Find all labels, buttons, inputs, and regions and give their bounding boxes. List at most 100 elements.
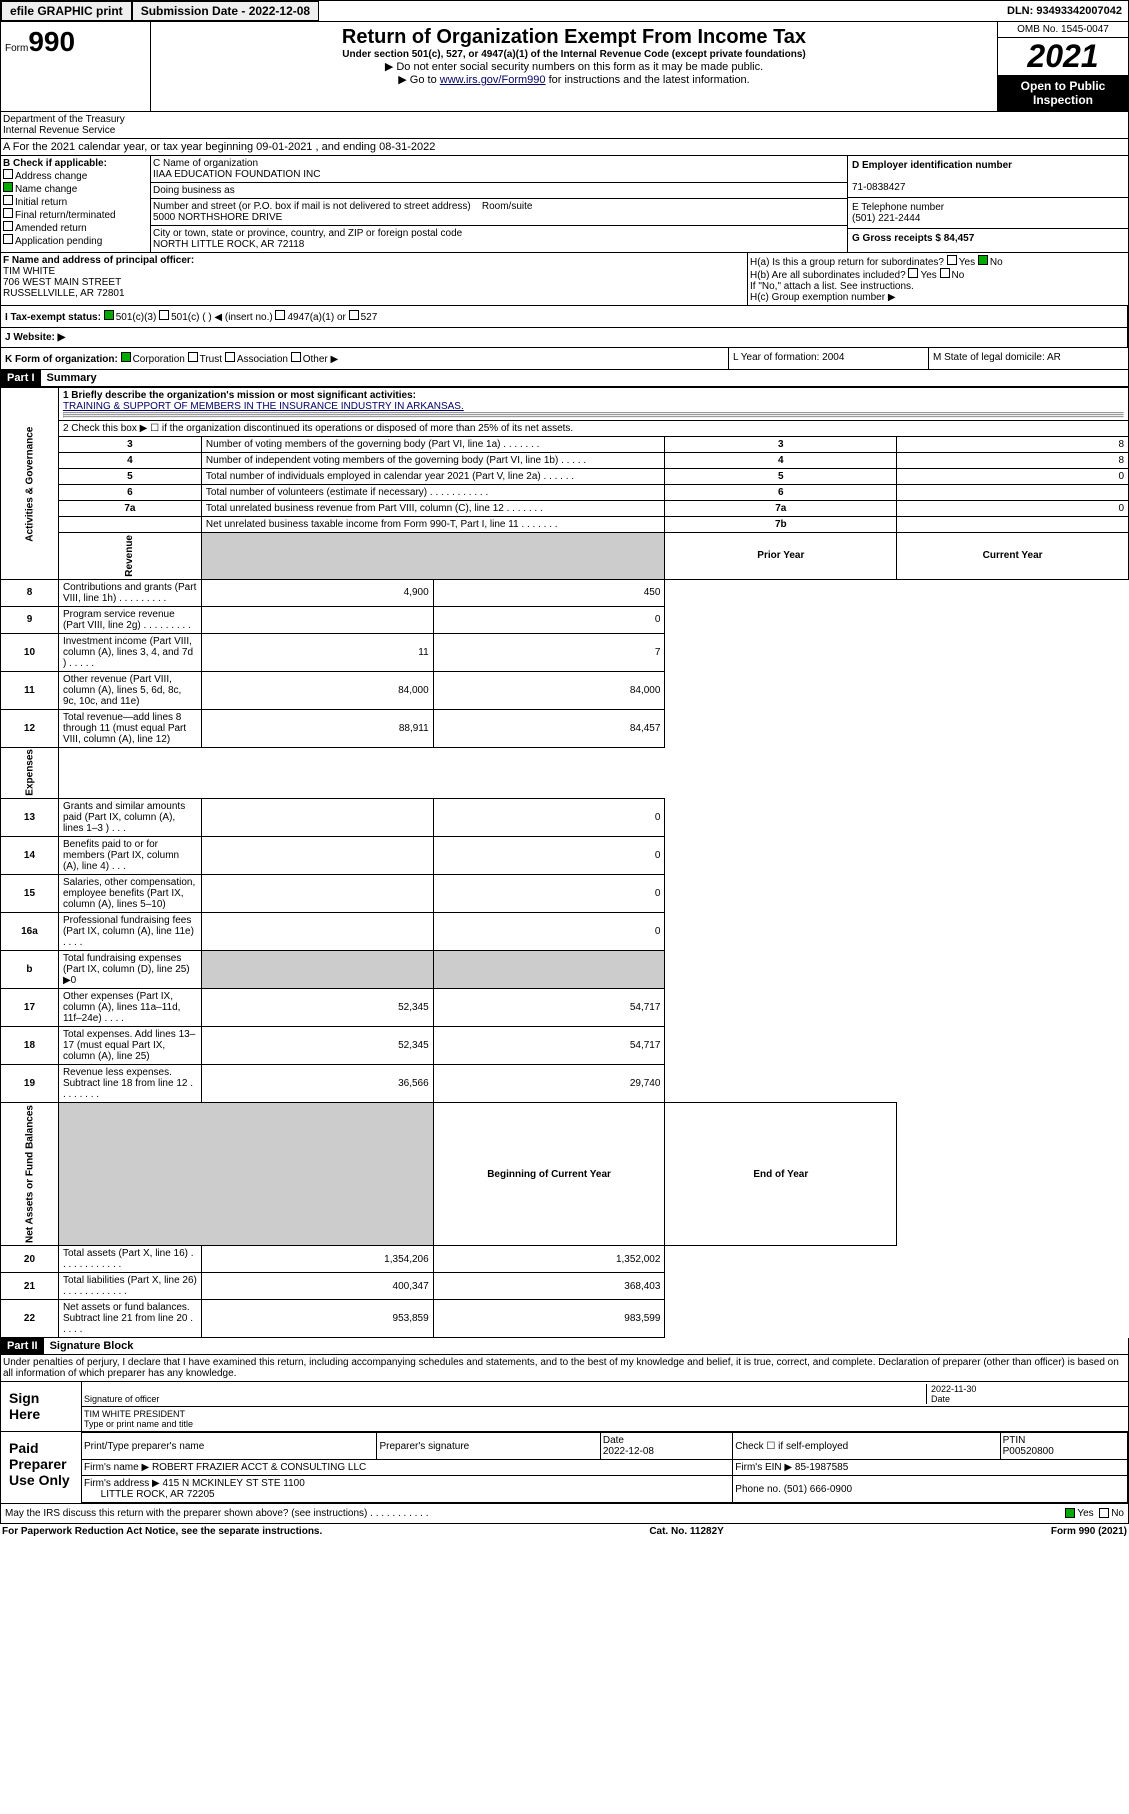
officer-addr1: 706 WEST MAIN STREET [3, 277, 121, 288]
dept-row: Department of the TreasuryInternal Reven… [0, 112, 1129, 139]
checkbox-501c[interactable] [159, 310, 169, 320]
part2-badge: Part II [1, 1338, 44, 1354]
org-name: IIAA EDUCATION FOUNDATION INC [153, 169, 320, 180]
sign-here-label: Sign Here [1, 1382, 81, 1431]
expense-row: 18Total expenses. Add lines 13–17 (must … [1, 1027, 1129, 1065]
section-f: F Name and address of principal officer:… [1, 253, 748, 305]
net-row: 21Total liabilities (Part X, line 26) . … [1, 1273, 1129, 1300]
form-header: Form990 Return of Organization Exempt Fr… [0, 22, 1129, 112]
end-year-hdr: End of Year [665, 1103, 897, 1246]
sig-date: 2022-11-30 [931, 1384, 976, 1394]
summary-row: 3Number of voting members of the governi… [1, 437, 1129, 453]
checkbox-discuss-no[interactable] [1099, 1508, 1109, 1518]
part1-badge: Part I [1, 370, 41, 386]
prep-name-label: Print/Type preparer's name [82, 1433, 377, 1460]
checkbox-assoc[interactable] [225, 352, 235, 362]
revenue-row: 10Investment income (Part VIII, column (… [1, 633, 1129, 671]
efile-button[interactable]: efile GRAPHIC print [1, 1, 132, 21]
expense-row: 16aProfessional fundraising fees (Part I… [1, 913, 1129, 951]
hb-label: H(b) Are all subordinates included? [750, 270, 906, 281]
section-fh: F Name and address of principal officer:… [0, 253, 1129, 306]
org-city: NORTH LITTLE ROCK, AR 72118 [153, 239, 304, 250]
section-d: D Employer identification number71-08384… [848, 156, 1128, 198]
firm-name: Firm's name ▶ ROBERT FRAZIER ACCT & CONS… [82, 1460, 733, 1476]
summary-row: 7aTotal unrelated business revenue from … [1, 501, 1129, 517]
checkbox-final-return[interactable] [3, 208, 13, 218]
firm-ein: Firm's EIN ▶ 85-1987585 [733, 1460, 1128, 1476]
checkbox-501c3[interactable] [104, 310, 114, 320]
footer-mid: Cat. No. 11282Y [649, 1526, 723, 1537]
hc-label: H(c) Group exemption number ▶ [750, 292, 896, 303]
checkbox-amended[interactable] [3, 221, 13, 231]
checkbox-discuss-yes[interactable] [1065, 1508, 1075, 1518]
page-footer: For Paperwork Reduction Act Notice, see … [0, 1524, 1129, 1539]
section-i: I Tax-exempt status: 501(c)(3) 501(c) ( … [0, 306, 1129, 328]
section-m: M State of legal domicile: AR [928, 348, 1128, 369]
irs-link[interactable]: www.irs.gov/Form990 [440, 74, 546, 86]
checkbox-hb-yes[interactable] [908, 268, 918, 278]
inspection-notice: Open to Public Inspection [998, 75, 1128, 111]
discuss-label: May the IRS discuss this return with the… [5, 1508, 1065, 1519]
section-l: L Year of formation: 2004 [728, 348, 928, 369]
revenue-row: 11Other revenue (Part VIII, column (A), … [1, 671, 1129, 709]
summary-row: 4Number of independent voting members of… [1, 453, 1129, 469]
submission-date-button[interactable]: Submission Date - 2022-12-08 [132, 1, 319, 21]
checkbox-corp[interactable] [121, 352, 131, 362]
expense-row: 17Other expenses (Part IX, column (A), l… [1, 989, 1129, 1027]
top-toolbar: efile GRAPHIC print Submission Date - 20… [0, 0, 1129, 22]
omb-number: OMB No. 1545-0047 [998, 22, 1128, 38]
firm-address: Firm's address ▶ 415 N MCKINLEY ST STE 1… [82, 1476, 733, 1503]
checkbox-name-change[interactable] [3, 182, 13, 192]
addr-label: Number and street (or P.O. box if mail i… [153, 201, 471, 212]
checkbox-4947[interactable] [275, 310, 285, 320]
part1-title: Summary [41, 370, 103, 386]
ha-label: H(a) Is this a group return for subordin… [750, 257, 944, 268]
phone-value: (501) 221-2444 [852, 213, 920, 224]
ein-value: 71-0838427 [852, 182, 905, 193]
subtitle: Under section 501(c), 527, or 4947(a)(1)… [155, 49, 993, 60]
net-label: Net Assets or Fund Balances [1, 1103, 59, 1246]
section-klm: K Form of organization: Corporation Trus… [0, 348, 1129, 370]
checkbox-ha-no[interactable] [978, 255, 988, 265]
expense-row: bTotal fundraising expenses (Part IX, co… [1, 951, 1129, 989]
fiscal-year-row: A For the 2021 calendar year, or tax yea… [0, 139, 1129, 156]
checkbox-app-pending[interactable] [3, 234, 13, 244]
paid-preparer-label: Paid Preparer Use Only [1, 1432, 81, 1503]
form-number-box: Form990 [1, 22, 151, 111]
summary-table: Activities & Governance 1 Briefly descri… [0, 387, 1129, 1338]
line2: 2 Check this box ▶ ☐ if the organization… [58, 421, 1128, 437]
expense-row: 14Benefits paid to or for members (Part … [1, 837, 1129, 875]
activities-label: Activities & Governance [1, 388, 59, 580]
section-h: H(a) Is this a group return for subordin… [748, 253, 1128, 305]
right-box: OMB No. 1545-0047 2021 Open to Public In… [998, 22, 1128, 111]
checkbox-527[interactable] [349, 310, 359, 320]
checkbox-initial-return[interactable] [3, 195, 13, 205]
preparer-table: Print/Type preparer's name Preparer's si… [81, 1432, 1128, 1503]
expense-row: 15Salaries, other compensation, employee… [1, 875, 1129, 913]
hb-note: If "No," attach a list. See instructions… [750, 281, 914, 292]
phone-label: E Telephone number [852, 202, 944, 213]
city-label: City or town, state or province, country… [153, 228, 462, 239]
irs-label: Internal Revenue Service [3, 125, 115, 136]
discuss-row: May the IRS discuss this return with the… [0, 1504, 1129, 1524]
checkbox-other[interactable] [291, 352, 301, 362]
section-g: G Gross receipts $ 84,457 [848, 229, 1128, 248]
summary-row: 6Total number of volunteers (estimate if… [1, 485, 1129, 501]
revenue-row: 9Program service revenue (Part VIII, lin… [1, 606, 1129, 633]
officer-name: TIM WHITE [3, 266, 55, 277]
prep-ptin: PTINP00520800 [1000, 1433, 1127, 1460]
prep-date: Date2022-12-08 [600, 1433, 732, 1460]
current-year-hdr: Current Year [897, 533, 1129, 580]
firm-phone: Phone no. (501) 666-0900 [733, 1476, 1128, 1503]
checkbox-trust[interactable] [188, 352, 198, 362]
dept-label: Department of the Treasury [3, 114, 125, 125]
checkbox-address-change[interactable] [3, 169, 13, 179]
summary-row: Net unrelated business taxable income fr… [1, 517, 1129, 533]
section-deg: D Employer identification number71-08384… [848, 156, 1128, 252]
org-name-label: C Name of organization [153, 158, 258, 169]
checkbox-ha-yes[interactable] [947, 255, 957, 265]
checkbox-hb-no[interactable] [940, 268, 950, 278]
officer-name-title: TIM WHITE PRESIDENT [84, 1409, 185, 1419]
expense-row: 19Revenue less expenses. Subtract line 1… [1, 1065, 1129, 1103]
prior-year-hdr: Prior Year [665, 533, 897, 580]
